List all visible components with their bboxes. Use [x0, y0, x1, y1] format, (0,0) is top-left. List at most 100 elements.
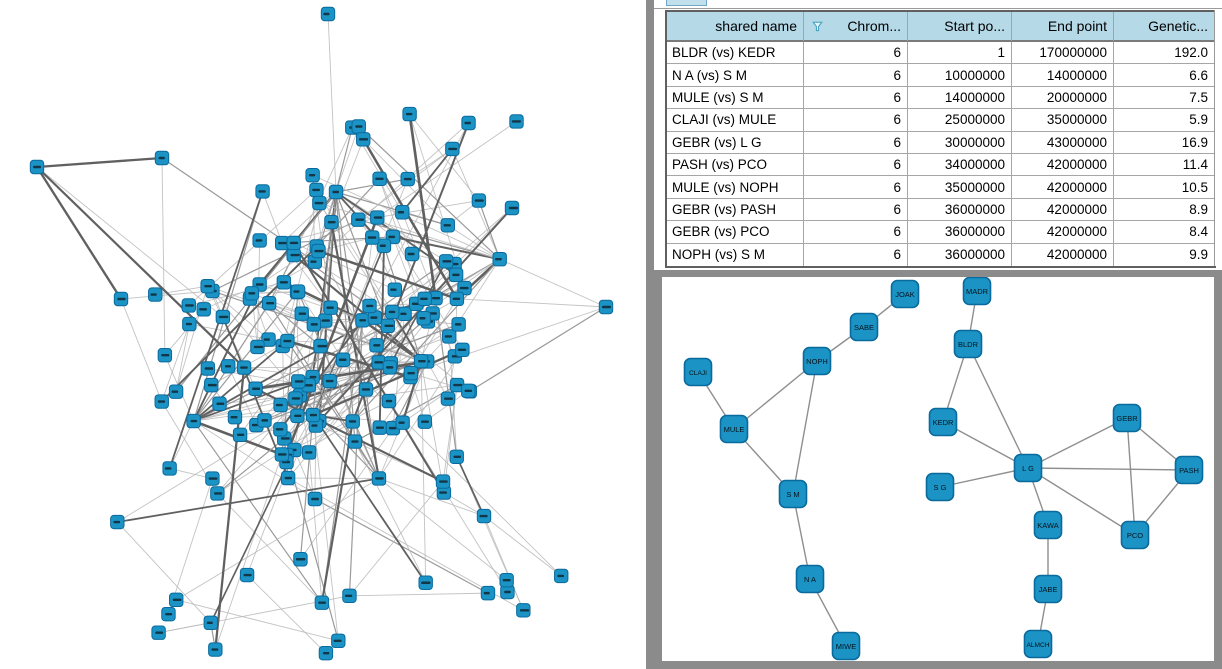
table-cell[interactable]: 42000000: [1012, 198, 1114, 221]
table-cell[interactable]: 1: [908, 42, 1012, 64]
network-node-s-g[interactable]: S G: [925, 472, 955, 502]
network-edge[interactable]: [1126, 417, 1136, 536]
network-node[interactable]: [448, 267, 464, 283]
network-node[interactable]: [335, 352, 351, 367]
table-cell[interactable]: 8.9: [1189, 201, 1208, 217]
network-node[interactable]: [293, 552, 308, 567]
table-cell[interactable]: CLAJI (vs) MULE: [667, 109, 804, 131]
table-cell[interactable]: 7.5: [1189, 89, 1208, 105]
network-node[interactable]: [461, 115, 476, 131]
table-row[interactable]: GEBR (vs) L G 6 30000000 43000000 16.9: [667, 131, 1214, 154]
network-node[interactable]: [328, 184, 344, 200]
table-cell[interactable]: 6: [804, 131, 908, 153]
network-node[interactable]: [598, 299, 614, 315]
network-node[interactable]: [196, 302, 211, 317]
table-cell[interactable]: 10000000: [908, 64, 1012, 86]
filter-icon[interactable]: [812, 21, 823, 32]
table-cell[interactable]: 20000000: [1012, 86, 1114, 109]
network-node[interactable]: [255, 184, 270, 199]
table-cell[interactable]: 6.6: [1189, 67, 1208, 83]
table-cell[interactable]: 192.0: [1174, 45, 1208, 61]
network-node[interactable]: [318, 645, 334, 661]
table-row[interactable]: CLAJI (vs) MULE 6 25000000 35000000 5.9: [667, 109, 1214, 132]
network-node[interactable]: [499, 573, 514, 588]
network-node[interactable]: [311, 243, 326, 259]
network-node[interactable]: [148, 287, 163, 302]
network-node[interactable]: [417, 291, 432, 306]
network-node[interactable]: [402, 106, 417, 122]
network-node-miwe[interactable]: MIWE: [831, 631, 861, 661]
network-node-s-m[interactable]: S M: [778, 479, 808, 509]
table-cell[interactable]: MULE (vs) S M: [667, 86, 804, 109]
network-node[interactable]: [435, 474, 451, 489]
table-scrollbar[interactable]: [1214, 10, 1222, 266]
table-cell[interactable]: NOPH (vs) S M: [667, 243, 804, 266]
table-cell[interactable]: GEBR (vs) PCO: [667, 221, 804, 243]
network-node[interactable]: [322, 373, 337, 389]
column-header-shared-name[interactable]: shared name: [667, 12, 804, 42]
network-node[interactable]: [215, 309, 231, 325]
network-node[interactable]: [457, 280, 472, 296]
network-node[interactable]: [438, 254, 454, 269]
network-node-jabe[interactable]: JABE: [1033, 574, 1063, 604]
network-node[interactable]: [440, 218, 455, 233]
table-cell[interactable]: 170000000: [1012, 42, 1114, 64]
network-node[interactable]: [449, 449, 464, 465]
network-node[interactable]: [182, 316, 197, 332]
full-network-canvas[interactable]: [0, 0, 646, 669]
table-cell[interactable]: PASH (vs) PCO: [667, 153, 804, 176]
table-cell[interactable]: BLDR (vs) KEDR: [667, 42, 804, 64]
table-cell[interactable]: MULE (vs) NOPH: [667, 176, 804, 198]
network-node[interactable]: [417, 414, 433, 429]
network-node[interactable]: [186, 413, 201, 429]
network-node[interactable]: [305, 407, 321, 423]
network-node[interactable]: [276, 275, 292, 290]
network-node[interactable]: [351, 119, 366, 134]
table-cell[interactable]: 11.4: [1182, 157, 1208, 173]
network-node[interactable]: [273, 422, 288, 437]
network-node[interactable]: [395, 415, 410, 430]
table-cell[interactable]: 6: [804, 64, 908, 86]
network-node[interactable]: [29, 159, 45, 175]
network-node[interactable]: [554, 568, 569, 584]
network-node[interactable]: [400, 171, 415, 187]
table-cell[interactable]: 6: [804, 176, 908, 198]
network-node[interactable]: [404, 246, 420, 262]
table-row[interactable]: N A (vs) S M 6 10000000 14000000 6.6: [667, 64, 1214, 87]
table-cell[interactable]: 6: [804, 153, 908, 176]
network-node[interactable]: [286, 247, 301, 263]
table-cell[interactable]: 14000000: [908, 86, 1012, 109]
network-node[interactable]: [370, 210, 385, 225]
network-node[interactable]: [440, 391, 456, 406]
column-header-start-position[interactable]: Start po...: [908, 12, 1012, 42]
network-edge[interactable]: [1027, 417, 1128, 469]
table-cell[interactable]: 30000000: [908, 131, 1012, 153]
table-cell[interactable]: 36000000: [908, 198, 1012, 221]
network-node[interactable]: [445, 141, 460, 157]
network-node[interactable]: [286, 235, 301, 251]
table-cell[interactable]: GEBR (vs) L G: [667, 131, 804, 153]
column-header-chromosome[interactable]: Chrom...: [804, 12, 908, 42]
network-node[interactable]: [210, 486, 225, 501]
table-row[interactable]: GEBR (vs) PASH 6 36000000 42000000 8.9: [667, 198, 1214, 222]
network-node[interactable]: [232, 427, 248, 443]
network-node[interactable]: [200, 361, 216, 376]
network-node[interactable]: [252, 233, 267, 248]
table-cell[interactable]: 6: [804, 109, 908, 131]
table-cell[interactable]: 36000000: [908, 243, 1012, 266]
column-header-genetic[interactable]: Genetic...: [1114, 12, 1214, 42]
network-node-claji[interactable]: CLAJI: [683, 357, 713, 387]
table-cell[interactable]: 14000000: [1012, 64, 1114, 86]
network-node[interactable]: [362, 298, 377, 314]
network-node[interactable]: [347, 434, 363, 449]
table-cell[interactable]: 42000000: [1012, 153, 1114, 176]
network-node[interactable]: [480, 585, 496, 601]
network-edge[interactable]: [967, 343, 1029, 469]
table-cell[interactable]: N A (vs) S M: [667, 64, 804, 86]
network-node[interactable]: [371, 355, 386, 370]
table-cell[interactable]: 9.9: [1189, 247, 1208, 263]
network-node[interactable]: [413, 353, 429, 369]
network-node[interactable]: [442, 329, 457, 344]
network-node[interactable]: [312, 195, 327, 211]
